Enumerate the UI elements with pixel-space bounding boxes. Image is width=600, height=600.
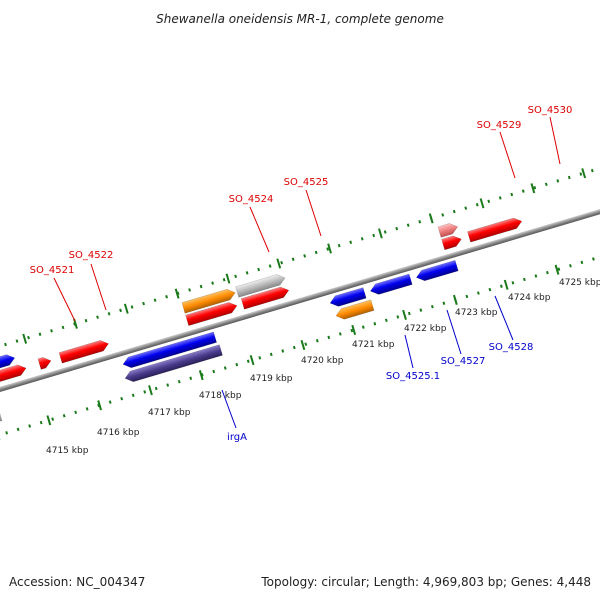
gene-irga[interactable] bbox=[124, 344, 223, 384]
gene-label-so4530[interactable]: SO_4530 bbox=[528, 105, 573, 116]
so4530-leader bbox=[549, 116, 561, 165]
gene-so4522[interactable] bbox=[37, 355, 53, 370]
genome-summary-text: Topology: circular; Length: 4,969,803 bp… bbox=[260, 575, 591, 589]
gene-so4521[interactable] bbox=[0, 363, 28, 396]
gene-so4520[interactable] bbox=[0, 353, 16, 381]
tick-label-4725: 4725 kbp bbox=[559, 278, 600, 288]
major-tick bbox=[225, 273, 231, 284]
major-tick bbox=[428, 213, 434, 224]
gene-so4526[interactable] bbox=[329, 287, 367, 309]
major-tick bbox=[148, 385, 153, 396]
forward-major-ticks bbox=[22, 168, 587, 344]
forward-gene-labels bbox=[53, 116, 561, 322]
major-tick bbox=[123, 303, 129, 314]
gene-so4525[interactable] bbox=[240, 285, 290, 310]
gene-rna-fwd[interactable] bbox=[181, 287, 237, 314]
major-tick bbox=[300, 339, 306, 351]
gene-label-so4527[interactable]: SO_4527 bbox=[441, 356, 486, 367]
tick-label-4722: 4722 kbp bbox=[404, 324, 447, 334]
so4522-leader bbox=[90, 263, 107, 311]
gene-so4528[interactable] bbox=[415, 259, 459, 282]
tick-label-4715: 4715 kbp bbox=[46, 446, 89, 456]
gene-label-so4522[interactable]: SO_4522 bbox=[69, 250, 114, 261]
major-tick bbox=[276, 258, 282, 269]
gene-irga-upper[interactable] bbox=[121, 331, 217, 370]
major-tick bbox=[174, 288, 180, 299]
so4529-leader bbox=[499, 131, 516, 179]
tick-label-4718: 4718 kbp bbox=[199, 391, 242, 401]
major-tick bbox=[530, 183, 536, 194]
genome-backbone bbox=[0, 139, 600, 462]
forward-gene-label-texts: SO_4521 SO_4522 SO_4524 SO_4525 SO_4529 … bbox=[30, 105, 573, 276]
gene-so4525-1[interactable] bbox=[334, 299, 375, 321]
major-tick bbox=[479, 198, 485, 209]
tick-label-4723: 4723 kbp bbox=[455, 308, 498, 318]
major-tick bbox=[46, 415, 52, 426]
major-tick bbox=[198, 370, 204, 381]
so4524-leader bbox=[249, 206, 270, 253]
gene-so4529[interactable] bbox=[441, 234, 463, 251]
gene-label-so4521[interactable]: SO_4521 bbox=[30, 265, 75, 276]
gene-label-so4524[interactable]: SO_4524 bbox=[229, 194, 274, 205]
gene-so4527[interactable] bbox=[369, 273, 413, 296]
tick-label-4720: 4720 kbp bbox=[301, 356, 344, 366]
reverse-gene-label-texts: irgA SO_4525.1 SO_4527 SO_4528 bbox=[227, 342, 533, 443]
gene-hypothetical-fwd[interactable] bbox=[235, 273, 287, 298]
gene-so4529-pale[interactable] bbox=[437, 221, 459, 238]
major-tick bbox=[402, 309, 407, 321]
major-tick bbox=[327, 243, 332, 254]
so4525-1-leader bbox=[404, 334, 414, 369]
so4527-leader bbox=[446, 309, 462, 355]
gene-label-so4525-1[interactable]: SO_4525.1 bbox=[386, 371, 440, 382]
gene-label-so4529[interactable]: SO_4529 bbox=[477, 120, 522, 131]
gene-label-so4528[interactable]: SO_4528 bbox=[489, 342, 534, 353]
track-area bbox=[0, 100, 600, 503]
irga-leader bbox=[221, 389, 237, 429]
gene-so4523[interactable] bbox=[58, 338, 110, 364]
reverse-gene-labels bbox=[221, 295, 514, 429]
tick-label-4721: 4721 kbp bbox=[352, 340, 395, 350]
major-tick bbox=[378, 228, 383, 239]
gene-so4530[interactable] bbox=[467, 216, 523, 243]
so4528-leader bbox=[494, 295, 514, 341]
gene-label-so4525[interactable]: SO_4525 bbox=[284, 177, 329, 188]
tick-label-4716: 4716 kbp bbox=[97, 428, 140, 438]
tick-label-4717: 4717 kbp bbox=[148, 408, 191, 418]
gene-label-irga[interactable]: irgA bbox=[227, 432, 247, 443]
accession-text: Accession: NC_004347 bbox=[9, 575, 145, 589]
tick-label-4724: 4724 kbp bbox=[508, 293, 551, 303]
gene-hypothetical-rev[interactable] bbox=[0, 409, 3, 438]
tick-label-4719: 4719 kbp bbox=[250, 374, 293, 384]
reverse-major-ticks bbox=[0, 264, 560, 441]
major-tick bbox=[351, 324, 357, 336]
position-labels: 4715 kbp 4716 kbp 4717 kbp 4718 kbp 4719… bbox=[46, 278, 600, 456]
major-tick bbox=[97, 400, 103, 411]
major-tick bbox=[503, 279, 509, 290]
major-tick bbox=[22, 333, 28, 344]
gene-features bbox=[0, 216, 523, 438]
major-tick bbox=[554, 264, 560, 275]
major-tick bbox=[249, 355, 255, 366]
so4525-leader bbox=[305, 189, 322, 237]
major-tick bbox=[452, 294, 458, 305]
major-tick bbox=[581, 168, 587, 179]
map-title: Shewanella oneidensis MR-1, complete gen… bbox=[156, 12, 444, 26]
so4521-leader bbox=[53, 277, 76, 322]
gene-so4524[interactable] bbox=[185, 300, 239, 326]
